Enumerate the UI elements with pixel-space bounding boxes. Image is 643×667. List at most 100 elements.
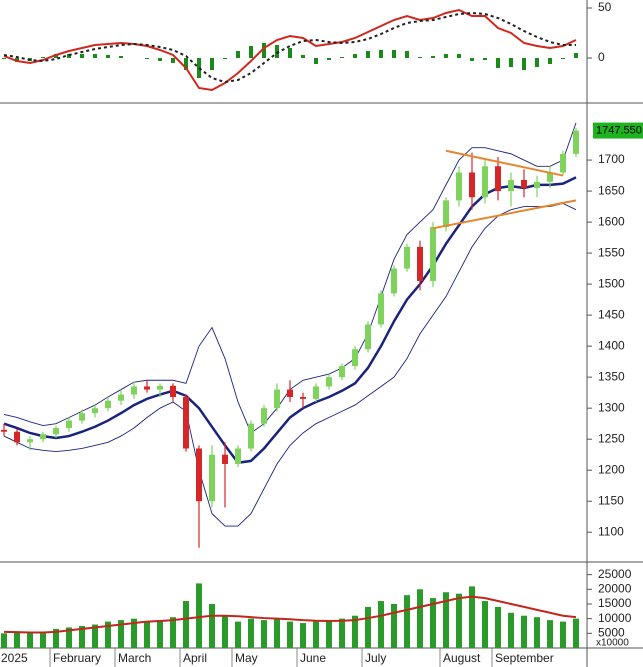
candle-body — [222, 454, 228, 464]
volume-bar — [118, 620, 124, 648]
volume-bar — [222, 615, 228, 648]
volume-bar — [326, 620, 332, 648]
y-tick-label: 1600 — [598, 214, 625, 228]
volume-bar — [287, 621, 293, 648]
volume-bar — [183, 601, 189, 648]
candle-body — [1, 429, 7, 432]
volume-bar — [105, 621, 111, 648]
macd-histogram-bar — [197, 58, 201, 78]
volume-bar — [534, 617, 540, 648]
y-tick-label: 1300 — [598, 400, 625, 414]
volume-bar — [209, 603, 215, 648]
macd-histogram-bar — [418, 57, 422, 58]
volume-bar — [417, 589, 423, 648]
macd-histogram-bar — [431, 56, 435, 58]
y-tick-label: 1450 — [598, 307, 625, 321]
volume-bar — [560, 621, 566, 648]
macd-histogram-bar — [41, 57, 45, 58]
macd-histogram-bar — [457, 54, 461, 58]
candle-body — [144, 386, 150, 390]
macd-histogram-bar — [223, 58, 227, 59]
candle-body — [105, 400, 111, 409]
x-tick-label: August — [443, 651, 481, 665]
candle-body — [92, 408, 98, 414]
macd-histogram-bar — [340, 57, 344, 58]
volume-bar — [131, 618, 137, 648]
macd-histogram-bar — [171, 58, 175, 63]
candle-body — [391, 268, 397, 294]
macd-histogram-bar — [366, 51, 370, 58]
volume-bar — [40, 633, 46, 648]
macd-histogram-bar — [158, 58, 162, 61]
candle-body — [27, 439, 33, 443]
volume-bar — [508, 612, 514, 648]
trendline — [432, 199, 577, 230]
macd-histogram-bar — [301, 55, 305, 58]
candle-body — [495, 166, 501, 192]
volume-bar — [274, 618, 280, 648]
macd-histogram-bar — [288, 48, 292, 58]
band-line — [3, 176, 577, 465]
candle-body — [534, 181, 540, 188]
candle-body — [469, 172, 475, 198]
volume-bar — [157, 620, 163, 648]
volume-bar — [430, 598, 436, 648]
candle-body — [404, 246, 410, 269]
y-tick-label: 1500 — [598, 276, 625, 290]
macd-histogram-bar — [184, 58, 188, 70]
x-tick-label: 2025 — [1, 651, 28, 665]
candle-body — [209, 454, 215, 502]
macd-histogram-bar — [470, 58, 474, 61]
macd-histogram-bar — [106, 55, 110, 58]
volume-bar — [339, 618, 345, 648]
y-tick-label: 0 — [598, 50, 605, 64]
candle-body — [40, 434, 46, 440]
volume-bar — [378, 601, 384, 648]
y-tick-label: 1400 — [598, 338, 625, 352]
candle-body — [560, 153, 566, 173]
y-tick-label: 1650 — [598, 183, 625, 197]
candle-body — [170, 385, 176, 398]
candle-body — [53, 428, 59, 435]
macd-histogram-bar — [444, 54, 448, 58]
candle-body — [79, 413, 85, 421]
candle-body — [508, 179, 514, 192]
x-tick-label: September — [495, 651, 554, 665]
candle-body — [118, 394, 124, 401]
macd-histogram-bar — [145, 58, 149, 59]
volume-bar — [248, 618, 254, 648]
macd-histogram-bar — [574, 53, 578, 58]
macd-line — [3, 8, 577, 92]
last-price-label: 1747.550 — [596, 124, 642, 136]
y-tick-label: 25000 — [598, 567, 632, 581]
volume-bar — [300, 623, 306, 648]
macd-histogram-bar — [509, 58, 513, 67]
y-tick-label: 1100 — [598, 524, 624, 538]
candle-body — [365, 324, 371, 350]
candle-body — [261, 408, 267, 424]
macd-histogram-bar — [522, 58, 526, 70]
y-tick-label: 50 — [598, 0, 612, 14]
band-line — [3, 203, 577, 527]
volume-bar — [365, 606, 371, 648]
macd-histogram-bar — [314, 58, 318, 64]
macd-histogram-bar — [67, 54, 71, 58]
volume-bar — [404, 595, 410, 648]
x-tick-label: March — [118, 651, 151, 665]
last-price-badge — [593, 122, 643, 139]
y-tick-label: 15000 — [598, 596, 632, 610]
macd-histogram-bar — [353, 54, 357, 58]
macd-histogram-bar — [496, 58, 500, 68]
macd-histogram-bar — [210, 58, 214, 70]
macd-histogram-bar — [561, 58, 565, 59]
macd-histogram-bar — [2, 58, 6, 59]
macd-histogram-bar — [93, 54, 97, 58]
y-tick-label: 1200 — [598, 462, 625, 476]
candle-body — [443, 200, 449, 228]
trendline — [445, 149, 564, 177]
candle-body — [456, 172, 462, 201]
macd-histogram-bar — [548, 58, 552, 64]
volume-bar — [391, 603, 397, 648]
macd-histogram-bar — [262, 43, 266, 58]
x-tick-label: April — [183, 651, 207, 665]
